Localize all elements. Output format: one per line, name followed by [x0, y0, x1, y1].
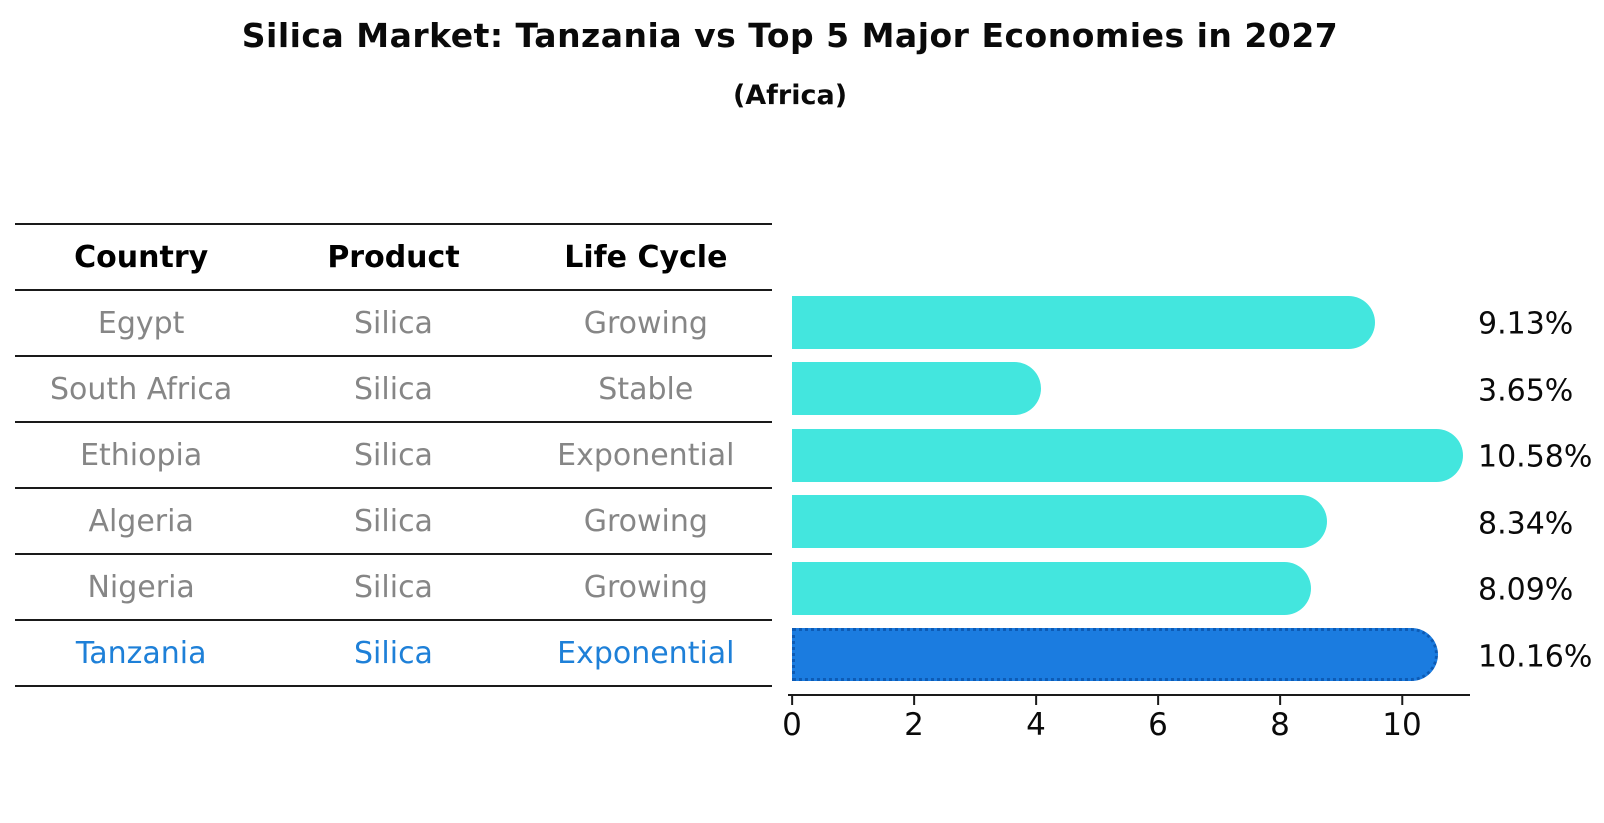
life-cycle-cell: Growing: [583, 305, 708, 341]
col-header-life-cycle: Life Cycle: [564, 239, 728, 275]
table-row-tanzania: Tanzania Silica Exponential: [15, 621, 772, 687]
life-cycle-cell: Growing: [583, 503, 708, 539]
col-header-product: Product: [327, 239, 460, 275]
product-cell: Silica: [354, 437, 433, 473]
tick-label: 4: [1026, 707, 1046, 743]
x-axis-line: [788, 694, 1470, 696]
life-cycle-cell: Stable: [598, 371, 694, 407]
x-tick-10: 10: [1382, 696, 1422, 743]
value-label-ethiopia: 10.58%: [1478, 439, 1593, 475]
bar-ethiopia: [792, 428, 1464, 482]
table-row-south-africa: South Africa Silica Stable: [15, 357, 772, 423]
tick-mark: [790, 696, 793, 705]
col-header-country: Country: [74, 239, 209, 275]
table-row-ethiopia: Ethiopia Silica Exponential: [15, 423, 772, 489]
x-tick-6: 6: [1148, 696, 1168, 743]
tick-mark: [912, 696, 915, 705]
tick-label: 0: [782, 707, 802, 743]
x-tick-2: 2: [904, 696, 924, 743]
chart-subtitle: (Africa): [732, 80, 848, 111]
country-cell: Tanzania: [75, 635, 207, 671]
country-cell: Algeria: [88, 503, 194, 539]
tick-label: 8: [1270, 707, 1290, 743]
x-tick-4: 4: [1026, 696, 1046, 743]
value-label-algeria: 8.34%: [1478, 506, 1574, 541]
table-row-egypt: Egypt Silica Growing: [15, 291, 772, 357]
bar-nigeria: [792, 561, 1312, 615]
bar-south-africa: [792, 362, 1041, 415]
x-tick-8: 8: [1270, 696, 1290, 743]
life-cycle-cell: Exponential: [557, 635, 735, 671]
country-cell: Ethiopia: [80, 437, 203, 473]
country-cell: Egypt: [97, 305, 185, 341]
value-label-nigeria: 8.09%: [1478, 572, 1574, 608]
tick-mark: [1400, 696, 1403, 705]
table-row-algeria: Algeria Silica Growing: [15, 489, 772, 555]
product-cell: Silica: [354, 305, 433, 341]
product-cell: Silica: [354, 635, 433, 671]
bar-tanzania: [792, 628, 1438, 681]
chart-title: Silica Market: Tanzania vs Top 5 Major E…: [241, 16, 1339, 55]
x-tick-0: 0: [782, 696, 802, 743]
tick-label: 6: [1148, 707, 1168, 743]
country-cell: Nigeria: [87, 569, 195, 605]
value-label-south-africa: 3.65%: [1478, 373, 1574, 408]
bar-algeria: [792, 495, 1327, 548]
product-cell: Silica: [354, 569, 433, 605]
tick-label: 2: [904, 707, 924, 743]
life-cycle-cell: Exponential: [557, 437, 735, 473]
tick-mark: [1156, 696, 1159, 705]
country-cell: South Africa: [50, 371, 233, 407]
tick-mark: [1278, 696, 1281, 705]
value-label-egypt: 9.13%: [1478, 306, 1574, 342]
table-header-row: Country Product Life Cycle: [15, 225, 772, 291]
country-table: Country Product Life Cycle Egypt Silica …: [15, 223, 772, 687]
value-label-tanzania: 10.16%: [1478, 639, 1593, 674]
table-row-nigeria: Nigeria Silica Growing: [15, 555, 772, 621]
product-cell: Silica: [354, 503, 433, 539]
tick-mark: [1034, 696, 1037, 705]
bar-egypt: [792, 295, 1375, 349]
product-cell: Silica: [354, 371, 433, 407]
life-cycle-cell: Growing: [583, 569, 708, 605]
tick-label: 10: [1382, 707, 1422, 743]
